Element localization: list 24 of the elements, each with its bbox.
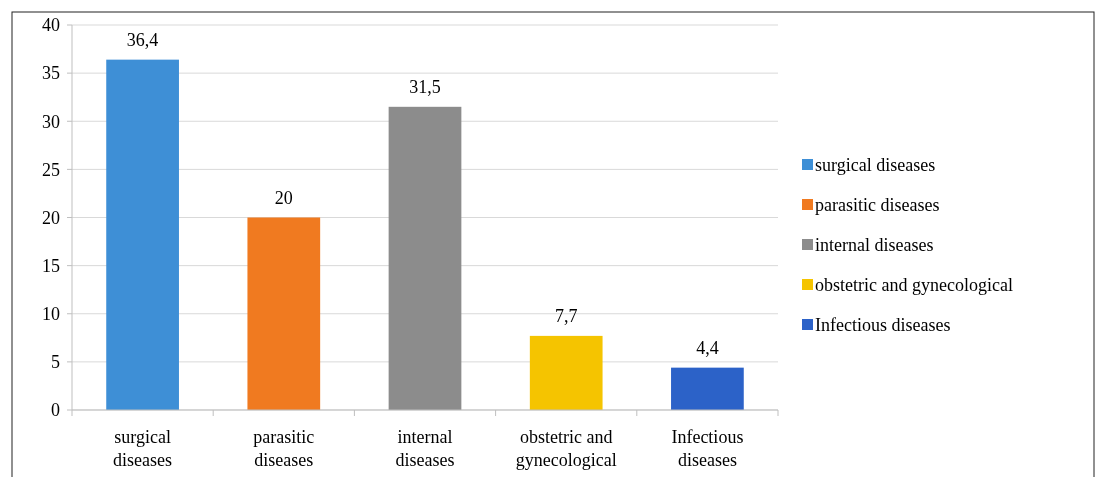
legend-label: internal diseases bbox=[815, 235, 934, 256]
x-tick-label: obstetric and gynecological bbox=[515, 427, 617, 470]
legend-label: parasitic diseases bbox=[815, 195, 940, 216]
y-tick-label: 10 bbox=[42, 304, 60, 325]
x-tick-label: internal diseases bbox=[395, 427, 455, 470]
data-label: 4,4 bbox=[696, 337, 719, 358]
x-tick-label: surgical diseases bbox=[113, 427, 173, 470]
x-tick-label: Infectious diseases bbox=[671, 427, 744, 470]
legend-label: surgical diseases bbox=[815, 155, 936, 176]
data-label: 31,5 bbox=[409, 76, 441, 97]
data-label: 20 bbox=[274, 187, 293, 208]
y-tick-label: 15 bbox=[42, 255, 60, 276]
y-tick-label: 25 bbox=[42, 159, 60, 180]
legend-label: Infectious diseases bbox=[815, 315, 951, 336]
y-tick-label: 30 bbox=[42, 111, 60, 132]
y-tick-label: 20 bbox=[42, 207, 60, 228]
x-tick-label: parasitic diseases bbox=[253, 427, 315, 470]
legend-label: obstetric and gynecological bbox=[815, 275, 1013, 296]
data-label: 36,4 bbox=[126, 29, 159, 50]
y-tick-label: 0 bbox=[51, 400, 60, 421]
data-label: 7,7 bbox=[554, 305, 578, 326]
y-tick-label: 5 bbox=[51, 352, 60, 373]
y-tick-label: 35 bbox=[42, 63, 60, 84]
y-tick-label: 40 bbox=[42, 15, 60, 36]
